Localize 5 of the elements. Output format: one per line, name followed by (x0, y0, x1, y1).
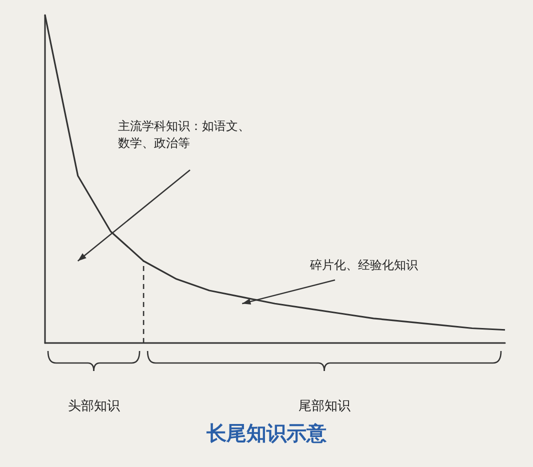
text: 头部知识 (68, 398, 120, 415)
annotation: 碎片化、经验化知识 (310, 257, 419, 274)
annotation: 主流学科知识：如语文、数学、政治等 (118, 118, 251, 152)
text: 尾部知识 (298, 398, 350, 415)
text: 长尾知识示意 (206, 421, 328, 445)
